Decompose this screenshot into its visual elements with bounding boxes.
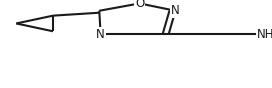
Text: N: N — [96, 28, 105, 41]
Text: O: O — [135, 0, 144, 10]
Text: N: N — [171, 4, 180, 17]
Text: NH₂: NH₂ — [257, 28, 272, 41]
